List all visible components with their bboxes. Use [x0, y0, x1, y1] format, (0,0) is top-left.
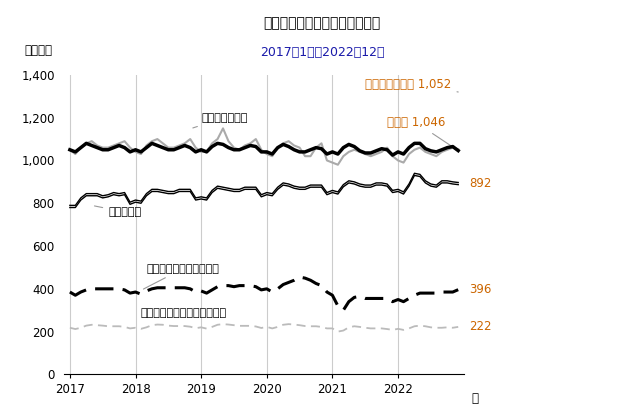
Text: 年: 年 [471, 392, 478, 405]
Text: 卸売業，小売業: 卸売業，小売業 [193, 113, 247, 128]
Text: 製造業 1,046: 製造業 1,046 [387, 116, 456, 149]
Text: 892: 892 [469, 177, 491, 190]
Text: （万人）: （万人） [24, 44, 52, 57]
Text: 396: 396 [469, 283, 491, 296]
Text: 生活関連サービス業，娯楽業: 生活関連サービス業，娯楽業 [141, 307, 227, 317]
Text: 2017年1月～2022年12月: 2017年1月～2022年12月 [260, 46, 384, 59]
Text: 医療，福祉: 医療，福祉 [95, 206, 141, 217]
Text: 222: 222 [469, 320, 491, 333]
Text: 主な産業別就業者数（原数値）: 主な産業別就業者数（原数値） [263, 17, 381, 31]
Text: 卸売業，小売業 1,052: 卸売業，小売業 1,052 [365, 78, 459, 92]
Text: 宿泊業，飲食サービス業: 宿泊業，飲食サービス業 [144, 264, 220, 289]
